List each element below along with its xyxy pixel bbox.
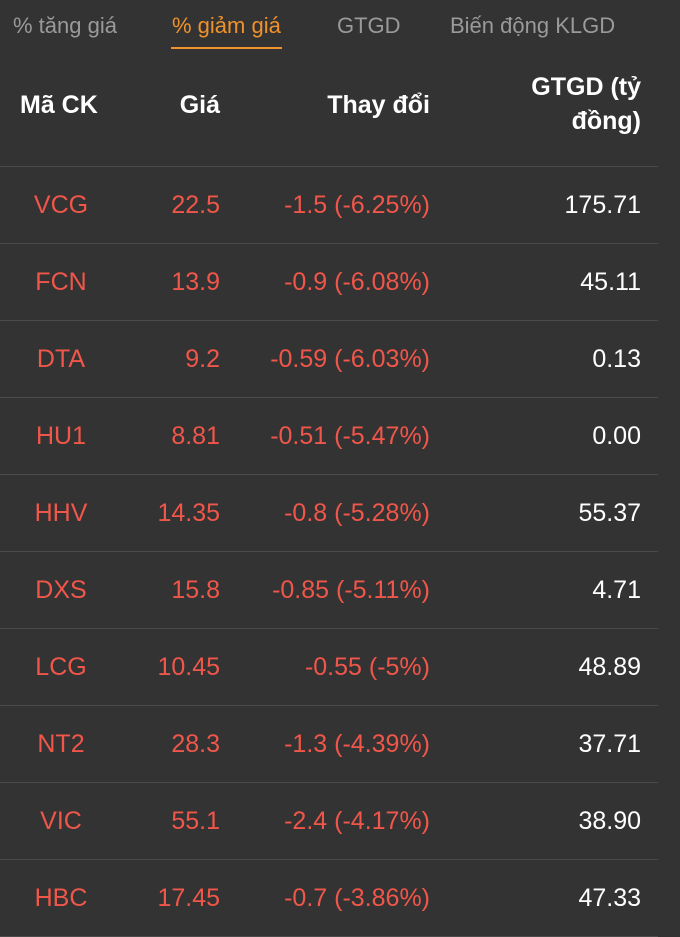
- table-row[interactable]: DTA 9.2 -0.59 (-6.03%) 0.13: [0, 321, 658, 398]
- stock-price: 22.5: [171, 191, 220, 219]
- stock-change: -2.4 (-4.17%): [284, 807, 430, 835]
- stock-trading-value: 4.71: [592, 576, 641, 604]
- table-row[interactable]: FCN 13.9 -0.9 (-6.08%) 45.11: [0, 244, 658, 321]
- stock-change: -0.59 (-6.03%): [270, 345, 430, 373]
- stock-change: -1.3 (-4.39%): [284, 730, 430, 758]
- table-row[interactable]: HU1 8.81 -0.51 (-5.47%) 0.00: [0, 398, 658, 475]
- stock-trading-value: 45.11: [580, 268, 641, 296]
- header-trading-value-line2: đồng): [571, 107, 641, 135]
- stock-code: HBC: [34, 884, 88, 912]
- header-price: Giá: [179, 91, 220, 119]
- stock-change: -1.5 (-6.25%): [284, 191, 430, 219]
- stock-change: -0.7 (-3.86%): [284, 884, 430, 912]
- header-code: Mã CK: [20, 91, 98, 119]
- stock-code: VCG: [33, 191, 89, 219]
- stock-price: 9.2: [185, 345, 220, 373]
- stock-change: -0.9 (-6.08%): [284, 268, 430, 296]
- stock-price: 13.9: [171, 268, 220, 296]
- table-row[interactable]: DXS 15.8 -0.85 (-5.11%) 4.71: [0, 552, 658, 629]
- header-trading-value: GTGD (tỷ đồng): [481, 70, 641, 138]
- stock-trading-value: 37.71: [578, 730, 641, 758]
- header-change: Thay đổi: [327, 91, 430, 119]
- table-row[interactable]: LCG 10.45 -0.55 (-5%) 48.89: [0, 629, 658, 706]
- stock-trading-value: 48.89: [578, 653, 641, 681]
- stock-code: FCN: [35, 268, 87, 296]
- stock-trading-value: 175.71: [564, 191, 641, 219]
- stock-trading-value: 38.90: [578, 807, 641, 835]
- stock-code: HHV: [34, 499, 88, 527]
- header-trading-value-line1: GTGD (tỷ: [531, 73, 641, 101]
- stock-table: VCG 22.5 -1.5 (-6.25%) 175.71 FCN 13.9 -0.9 (-…: [0, 167, 658, 937]
- stock-trading-value: 0.00: [592, 422, 641, 450]
- stock-price: 10.45: [157, 653, 220, 681]
- stock-trading-value: 0.13: [592, 345, 641, 373]
- stock-price: 8.81: [171, 422, 220, 450]
- stock-change: -0.85 (-5.11%): [272, 576, 430, 604]
- stock-change: -0.8 (-5.28%): [284, 499, 430, 527]
- stock-code: VIC: [40, 807, 82, 835]
- stock-change: -0.55 (-5%): [304, 653, 430, 681]
- stock-code: NT2: [37, 730, 85, 758]
- tab-volume-change[interactable]: Biến động KLGD: [450, 13, 616, 38]
- table-row[interactable]: NT2 28.3 -1.3 (-4.39%) 37.71: [0, 706, 658, 783]
- stock-price: 28.3: [171, 730, 220, 758]
- stock-code: DTA: [36, 345, 86, 373]
- table-header: Mã CK Giá Thay đổi GTGD (tỷ đồng): [0, 52, 658, 167]
- table-row[interactable]: HHV 14.35 -0.8 (-5.28%) 55.37: [0, 475, 658, 552]
- table-row[interactable]: HBC 17.45 -0.7 (-3.86%) 47.33: [0, 860, 658, 937]
- table-row[interactable]: VCG 22.5 -1.5 (-6.25%) 175.71: [0, 167, 658, 244]
- stock-price: 15.8: [171, 576, 220, 604]
- table-row[interactable]: VIC 55.1 -2.4 (-4.17%) 38.90: [0, 783, 658, 860]
- stock-code: DXS: [35, 576, 87, 604]
- stock-trading-value: 47.33: [578, 884, 641, 912]
- stock-change: -0.51 (-5.47%): [270, 422, 430, 450]
- stock-price: 55.1: [171, 807, 220, 835]
- tab-bar: % tăng giá % giảm giá GTGD Biến động KLG…: [0, 0, 680, 52]
- tab-top-gainers[interactable]: % tăng giá: [13, 13, 117, 38]
- stock-trading-value: 55.37: [578, 499, 641, 527]
- stock-code: LCG: [35, 653, 87, 681]
- stock-price: 14.35: [157, 499, 220, 527]
- stock-price: 17.45: [157, 884, 220, 912]
- tab-top-losers[interactable]: % giảm giá: [171, 13, 282, 49]
- tab-trading-value[interactable]: GTGD: [337, 13, 401, 38]
- stock-code: HU1: [35, 422, 86, 450]
